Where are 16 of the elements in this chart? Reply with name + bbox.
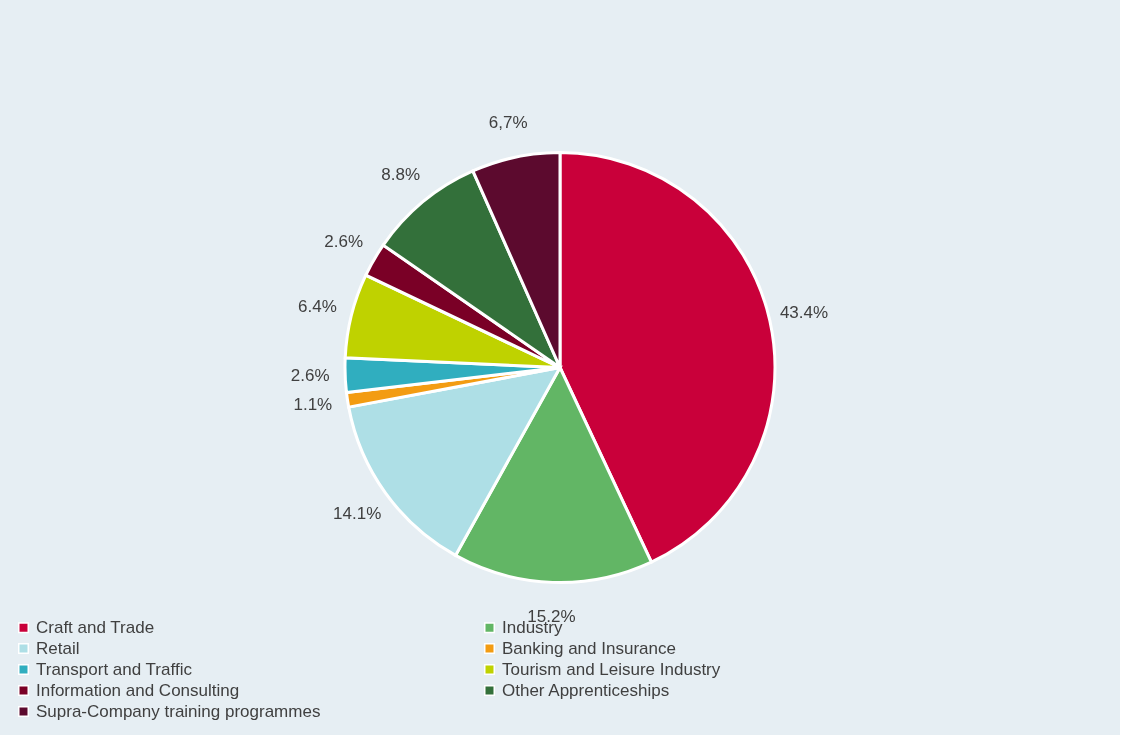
data-label: 43.4%	[779, 303, 829, 323]
legend-label: Other Apprenticeships	[502, 680, 670, 700]
data-label: 1.1%	[293, 395, 333, 415]
data-label: 6.4%	[298, 297, 337, 316]
data-label: 6,7%	[488, 112, 528, 132]
data-label: 8.8%	[381, 164, 421, 184]
legend-label: Supra-Company training programmes	[36, 701, 321, 721]
data-label: 2.6%	[290, 366, 330, 386]
legend-label: Banking and Insurance	[502, 638, 676, 658]
legend-label: Craft and Trade	[36, 617, 155, 637]
legend-label: Retail	[36, 638, 80, 658]
legend-label: Tourism and Leisure Industry	[502, 659, 721, 679]
data-label: 2.6%	[324, 232, 363, 252]
legend-label: Information and Consulting	[36, 680, 240, 700]
legend-label: Transport and Traffic	[36, 659, 193, 679]
data-label: 14.1%	[333, 503, 382, 523]
